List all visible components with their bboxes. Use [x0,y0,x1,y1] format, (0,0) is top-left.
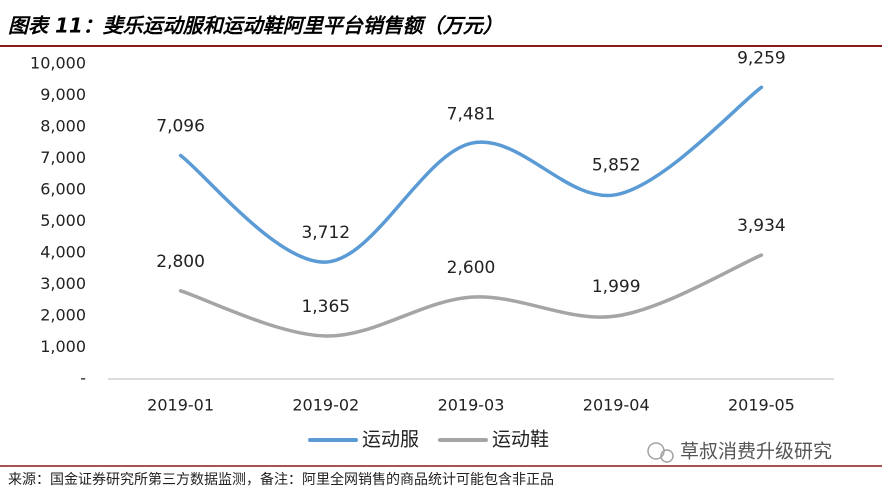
legend-label: 运动鞋 [492,429,549,451]
chart-title: 图表 11：斐乐运动服和运动鞋阿里平台销售额（万元） [8,14,503,38]
y-tick-label: 3,000 [40,274,86,293]
watermark: 草叔消费升级研究 [680,441,832,463]
y-tick-label: - [80,369,86,388]
y-tick-label: 5,000 [40,211,86,230]
data-label: 5,852 [592,156,641,176]
x-tick-label: 2019-03 [438,396,505,415]
series-line [178,85,764,264]
y-tick-label: 4,000 [40,243,86,262]
data-label: 7,096 [156,116,205,136]
x-tick-label: 2019-05 [728,396,795,415]
y-tick-label: 6,000 [40,180,86,199]
x-tick-label: 2019-02 [292,396,359,415]
watermark-icon [647,442,674,463]
data-label: 3,712 [301,223,350,243]
y-tick-label: 8,000 [40,117,86,136]
y-tick-label: 10,000 [30,54,86,73]
data-label: 7,481 [447,104,496,124]
x-tick-label: 2019-04 [583,396,650,415]
data-label: 3,934 [737,216,786,236]
legend-label: 运动服 [362,429,419,451]
data-label: 1,365 [301,297,350,317]
x-tick-label: 2019-01 [147,396,214,415]
data-label: 2,800 [156,252,205,272]
data-label: 2,600 [447,258,496,278]
series-line [178,253,764,338]
y-tick-label: 2,000 [40,306,86,325]
data-label: 1,999 [592,277,641,297]
y-tick-label: 7,000 [40,148,86,167]
data-label: 9,259 [737,48,786,68]
y-tick-label: 9,000 [40,85,86,104]
source-note: 来源：国金证券研究所第三方数据监测，备注：阿里全网销售的商品统计可能包含非正品 [8,471,554,488]
y-tick-label: 1,000 [40,337,86,356]
